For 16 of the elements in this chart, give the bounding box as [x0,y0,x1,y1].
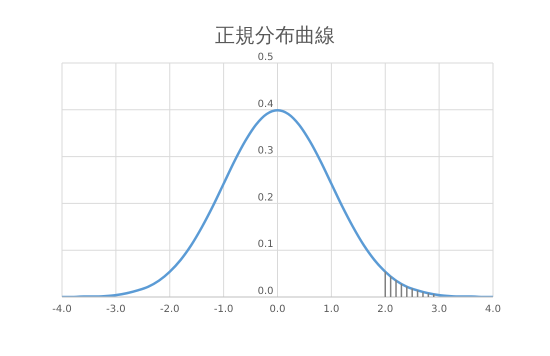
y-tick-label: 0.3 [258,146,274,157]
x-tick-label: 2.0 [377,304,394,316]
x-tick-label: 0.0 [270,304,286,316]
y-tick-label: 0.5 [258,52,274,63]
x-tick-label: 4.0 [485,304,501,316]
x-tick-label: -2.0 [160,304,180,316]
x-tick-label: -1.0 [214,304,234,316]
x-tick-label: -4.0 [52,304,72,316]
x-tick-label: -3.0 [106,304,126,316]
y-tick-label: 0.2 [258,192,274,204]
y-tick-label: 0.0 [258,286,274,297]
x-tick-label: 1.0 [323,304,340,316]
y-tick-label: 0.4 [258,98,274,110]
chart-title: 正規分布曲線 [214,22,336,49]
y-tick-label: 0.1 [258,239,274,250]
x-tick-label: 3.0 [431,304,448,316]
